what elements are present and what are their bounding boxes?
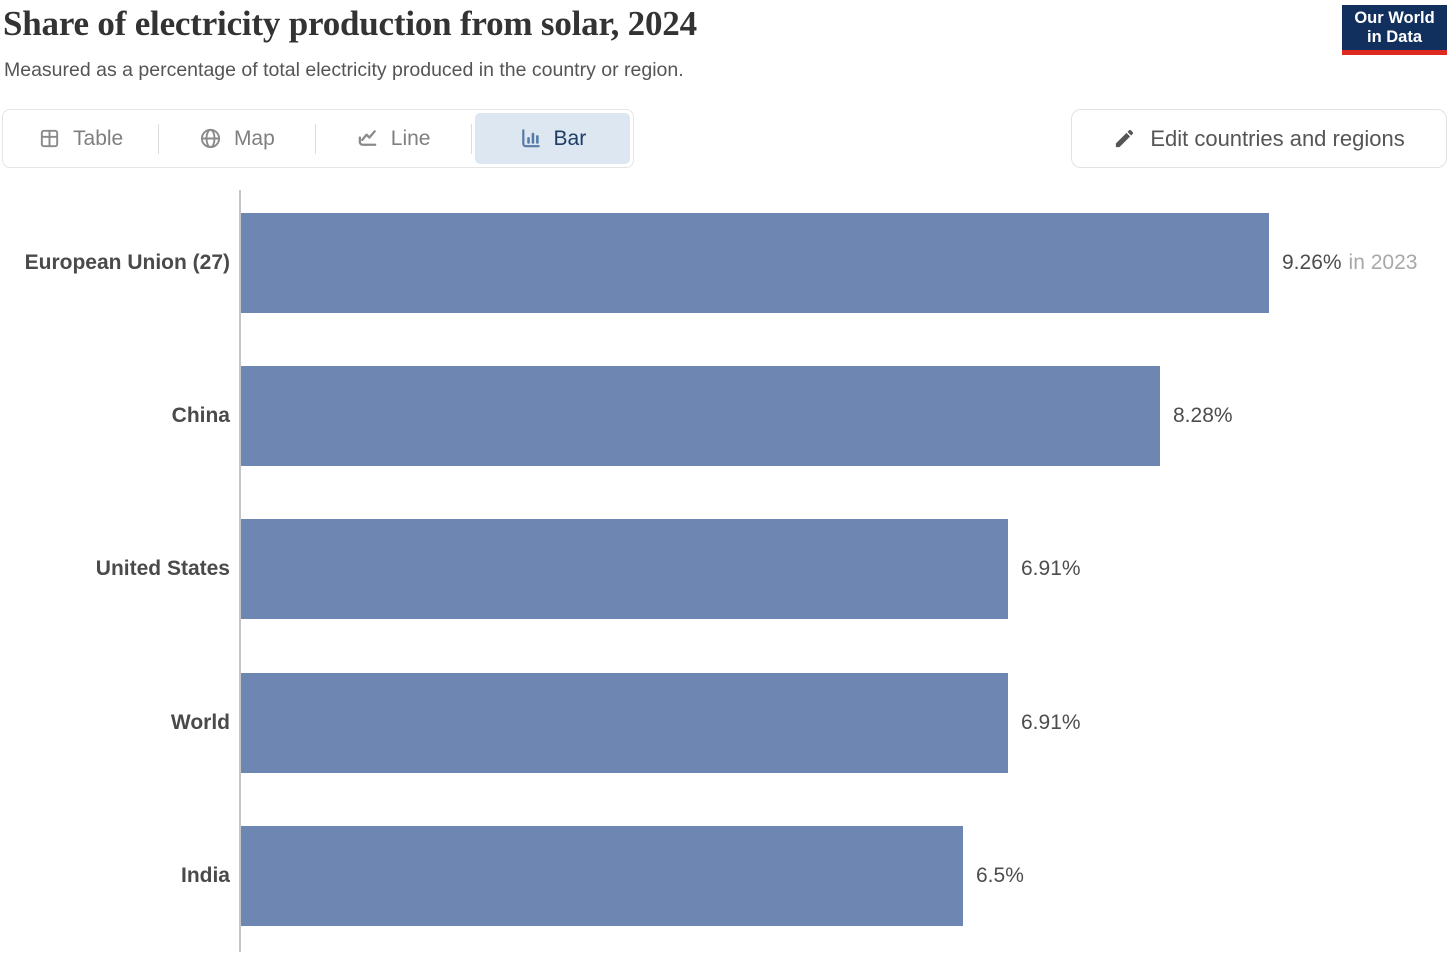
tab-bar[interactable]: Bar [474,113,630,164]
value-number: 6.91% [1021,557,1081,580]
value-label: 6.5% [976,826,1031,926]
edit-countries-button[interactable]: Edit countries and regions [1071,109,1447,168]
tab-divider [314,123,316,154]
value-year-note: in 2023 [1348,251,1418,274]
category-label: China [171,404,230,427]
bar[interactable] [241,673,1008,773]
category-label: United States [95,557,230,580]
globe-icon [199,127,222,150]
tab-bar-label: Bar [553,126,587,150]
chart-type-tabs: Table Map Line Bar [2,109,634,168]
bar-row: European Union (27) 9.26% in 2023 [0,213,1456,313]
owid-logo-line2: in Data [1366,27,1422,46]
page-title: Share of electricity production from sol… [3,4,697,43]
bar-row: China 8.28% [0,366,1456,466]
page-subtitle: Measured as a percentage of total electr… [4,59,684,81]
tab-divider [158,123,160,154]
tab-map-label: Map [233,126,275,150]
line-chart-icon [356,127,379,150]
tab-divider [470,123,472,154]
value-number: 9.26% [1282,251,1342,274]
tab-line-label: Line [390,126,431,150]
value-label: 6.91% [1021,673,1088,773]
category-label: India [180,864,230,887]
value-number: 6.5% [976,864,1024,887]
tab-table[interactable]: Table [3,110,158,167]
bar[interactable] [241,519,1008,619]
owid-logo-line1: Our World [1354,8,1435,27]
table-icon [38,127,61,150]
value-label: 8.28% [1173,366,1240,466]
value-label: 6.91% [1021,519,1088,619]
tab-line[interactable]: Line [316,110,471,167]
y-axis-line [239,190,241,952]
value-number: 6.91% [1021,711,1081,734]
bar-chart-icon [519,127,542,150]
value-label: 9.26% in 2023 [1282,213,1417,313]
bar[interactable] [241,213,1269,313]
pencil-icon [1113,127,1136,150]
bar-row: World 6.91% [0,673,1456,773]
owid-logo[interactable]: Our World in Data [1342,5,1447,55]
edit-countries-label: Edit countries and regions [1150,125,1405,151]
tab-table-label: Table [73,126,124,150]
tab-map[interactable]: Map [159,110,314,167]
bar[interactable] [241,826,963,926]
category-label: World [170,711,230,734]
bar-row: India 6.5% [0,826,1456,926]
category-label: European Union (27) [24,251,230,274]
bar[interactable] [241,366,1160,466]
value-number: 8.28% [1173,404,1233,427]
bar-row: United States 6.91% [0,519,1456,619]
